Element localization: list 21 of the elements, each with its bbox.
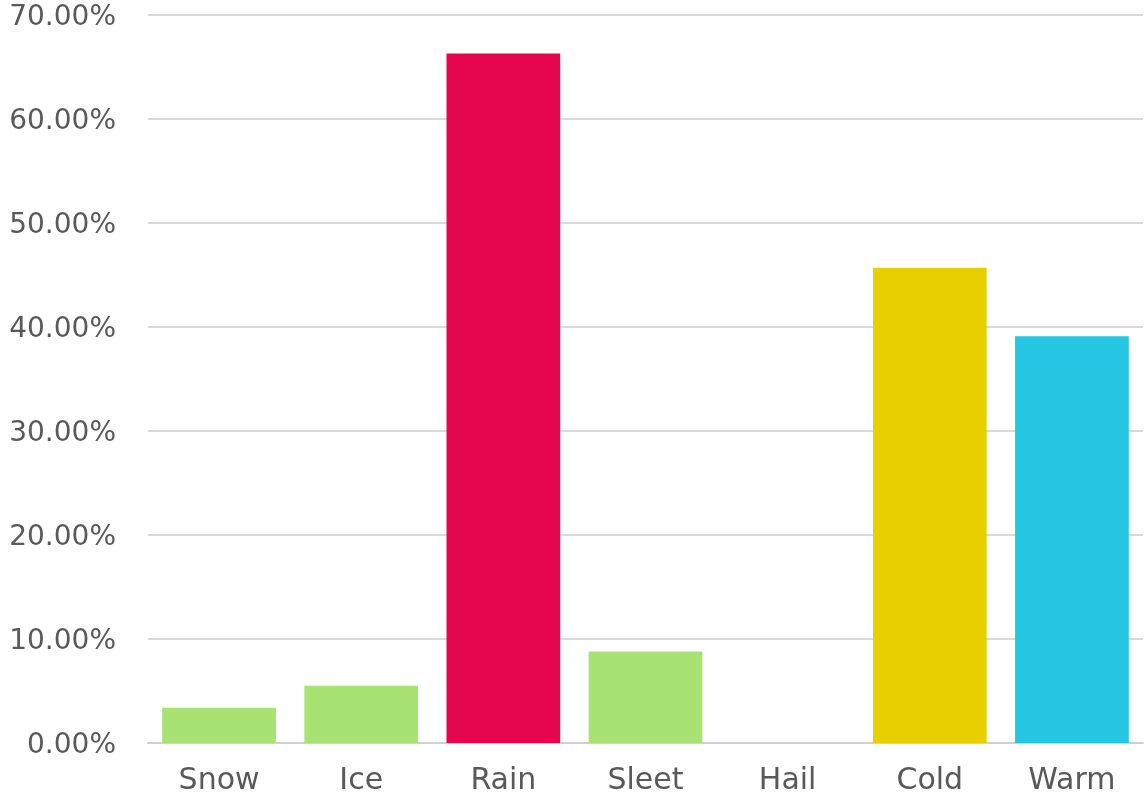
bar — [872, 267, 987, 743]
bar — [1015, 336, 1129, 743]
x-tick-label: Ice — [339, 760, 384, 796]
x-tick-label: Rain — [470, 760, 537, 796]
y-tick-label: 20.00% — [9, 518, 116, 552]
bar — [304, 685, 419, 743]
y-tick-label: 10.00% — [9, 622, 116, 656]
y-tick-label: 0.00% — [27, 726, 116, 760]
bar — [162, 707, 276, 743]
bar — [446, 53, 561, 743]
x-tick-label: Hail — [758, 760, 817, 796]
y-tick-label: 40.00% — [9, 310, 116, 344]
y-tick-label: 50.00% — [9, 206, 116, 240]
x-tick-label: Sleet — [607, 760, 684, 796]
y-tick-label: 30.00% — [9, 414, 116, 448]
bar — [588, 651, 703, 743]
y-tick-label: 70.00% — [9, 0, 116, 32]
x-tick-label: Snow — [178, 760, 260, 796]
x-tick-label: Warm — [1028, 760, 1116, 796]
y-tick-label: 60.00% — [9, 102, 116, 136]
x-tick-label: Cold — [896, 760, 964, 796]
